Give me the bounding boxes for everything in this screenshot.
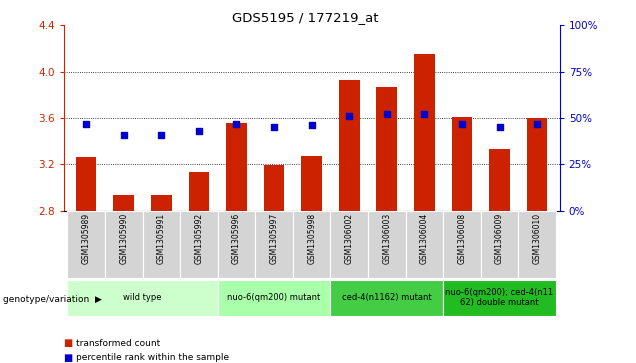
Bar <box>226 123 247 211</box>
Bar <box>443 280 556 316</box>
Point <box>419 111 429 117</box>
Text: percentile rank within the sample: percentile rank within the sample <box>76 353 230 362</box>
Bar <box>218 211 255 278</box>
Text: wild type: wild type <box>123 293 162 302</box>
Point <box>344 113 354 119</box>
Text: GSM1306010: GSM1306010 <box>532 213 542 264</box>
Bar <box>489 149 510 211</box>
Point <box>382 111 392 117</box>
Text: GSM1305996: GSM1305996 <box>232 213 241 264</box>
Point <box>494 124 504 130</box>
Text: transformed count: transformed count <box>76 339 160 347</box>
Bar <box>151 196 172 211</box>
Bar <box>377 87 397 211</box>
Bar <box>301 156 322 211</box>
Text: GSM1305990: GSM1305990 <box>119 213 128 264</box>
Point <box>81 121 91 126</box>
Bar <box>67 280 218 316</box>
Bar <box>293 211 331 278</box>
Bar <box>188 172 209 211</box>
Text: GSM1305997: GSM1305997 <box>270 213 279 264</box>
Bar <box>414 54 435 211</box>
Text: GSM1305991: GSM1305991 <box>157 213 166 264</box>
Point <box>269 124 279 130</box>
Bar <box>331 211 368 278</box>
Bar <box>339 80 359 211</box>
Point <box>532 121 543 126</box>
Bar <box>76 157 97 211</box>
Text: ■: ■ <box>64 338 73 348</box>
Text: GSM1306009: GSM1306009 <box>495 213 504 264</box>
Bar <box>481 211 518 278</box>
Point <box>194 128 204 134</box>
Text: nuo-6(qm200) mutant: nuo-6(qm200) mutant <box>228 293 321 302</box>
Bar <box>264 166 284 211</box>
Bar <box>142 211 180 278</box>
Point <box>156 132 167 138</box>
Bar <box>180 211 218 278</box>
Text: GDS5195 / 177219_at: GDS5195 / 177219_at <box>232 11 378 24</box>
Bar <box>113 196 134 211</box>
Bar <box>527 118 548 211</box>
Bar <box>368 211 406 278</box>
Text: GSM1306004: GSM1306004 <box>420 213 429 264</box>
Point <box>457 121 467 126</box>
Text: GSM1305989: GSM1305989 <box>81 213 91 264</box>
Text: GSM1305992: GSM1305992 <box>195 213 204 264</box>
Text: genotype/variation  ▶: genotype/variation ▶ <box>3 295 102 304</box>
Point <box>307 122 317 128</box>
Bar <box>105 211 142 278</box>
Bar <box>67 211 105 278</box>
Text: ced-4(n1162) mutant: ced-4(n1162) mutant <box>342 293 432 302</box>
Point <box>119 132 129 138</box>
Text: GSM1306003: GSM1306003 <box>382 213 391 264</box>
Text: ■: ■ <box>64 352 73 363</box>
Bar <box>406 211 443 278</box>
Bar <box>452 117 473 211</box>
Bar <box>518 211 556 278</box>
Bar <box>255 211 293 278</box>
Text: GSM1306008: GSM1306008 <box>457 213 466 264</box>
Bar <box>331 280 443 316</box>
Bar <box>218 280 331 316</box>
Bar <box>443 211 481 278</box>
Point <box>232 121 242 126</box>
Text: nuo-6(qm200); ced-4(n11
62) double mutant: nuo-6(qm200); ced-4(n11 62) double mutan… <box>445 288 553 307</box>
Text: GSM1306002: GSM1306002 <box>345 213 354 264</box>
Text: GSM1305998: GSM1305998 <box>307 213 316 264</box>
